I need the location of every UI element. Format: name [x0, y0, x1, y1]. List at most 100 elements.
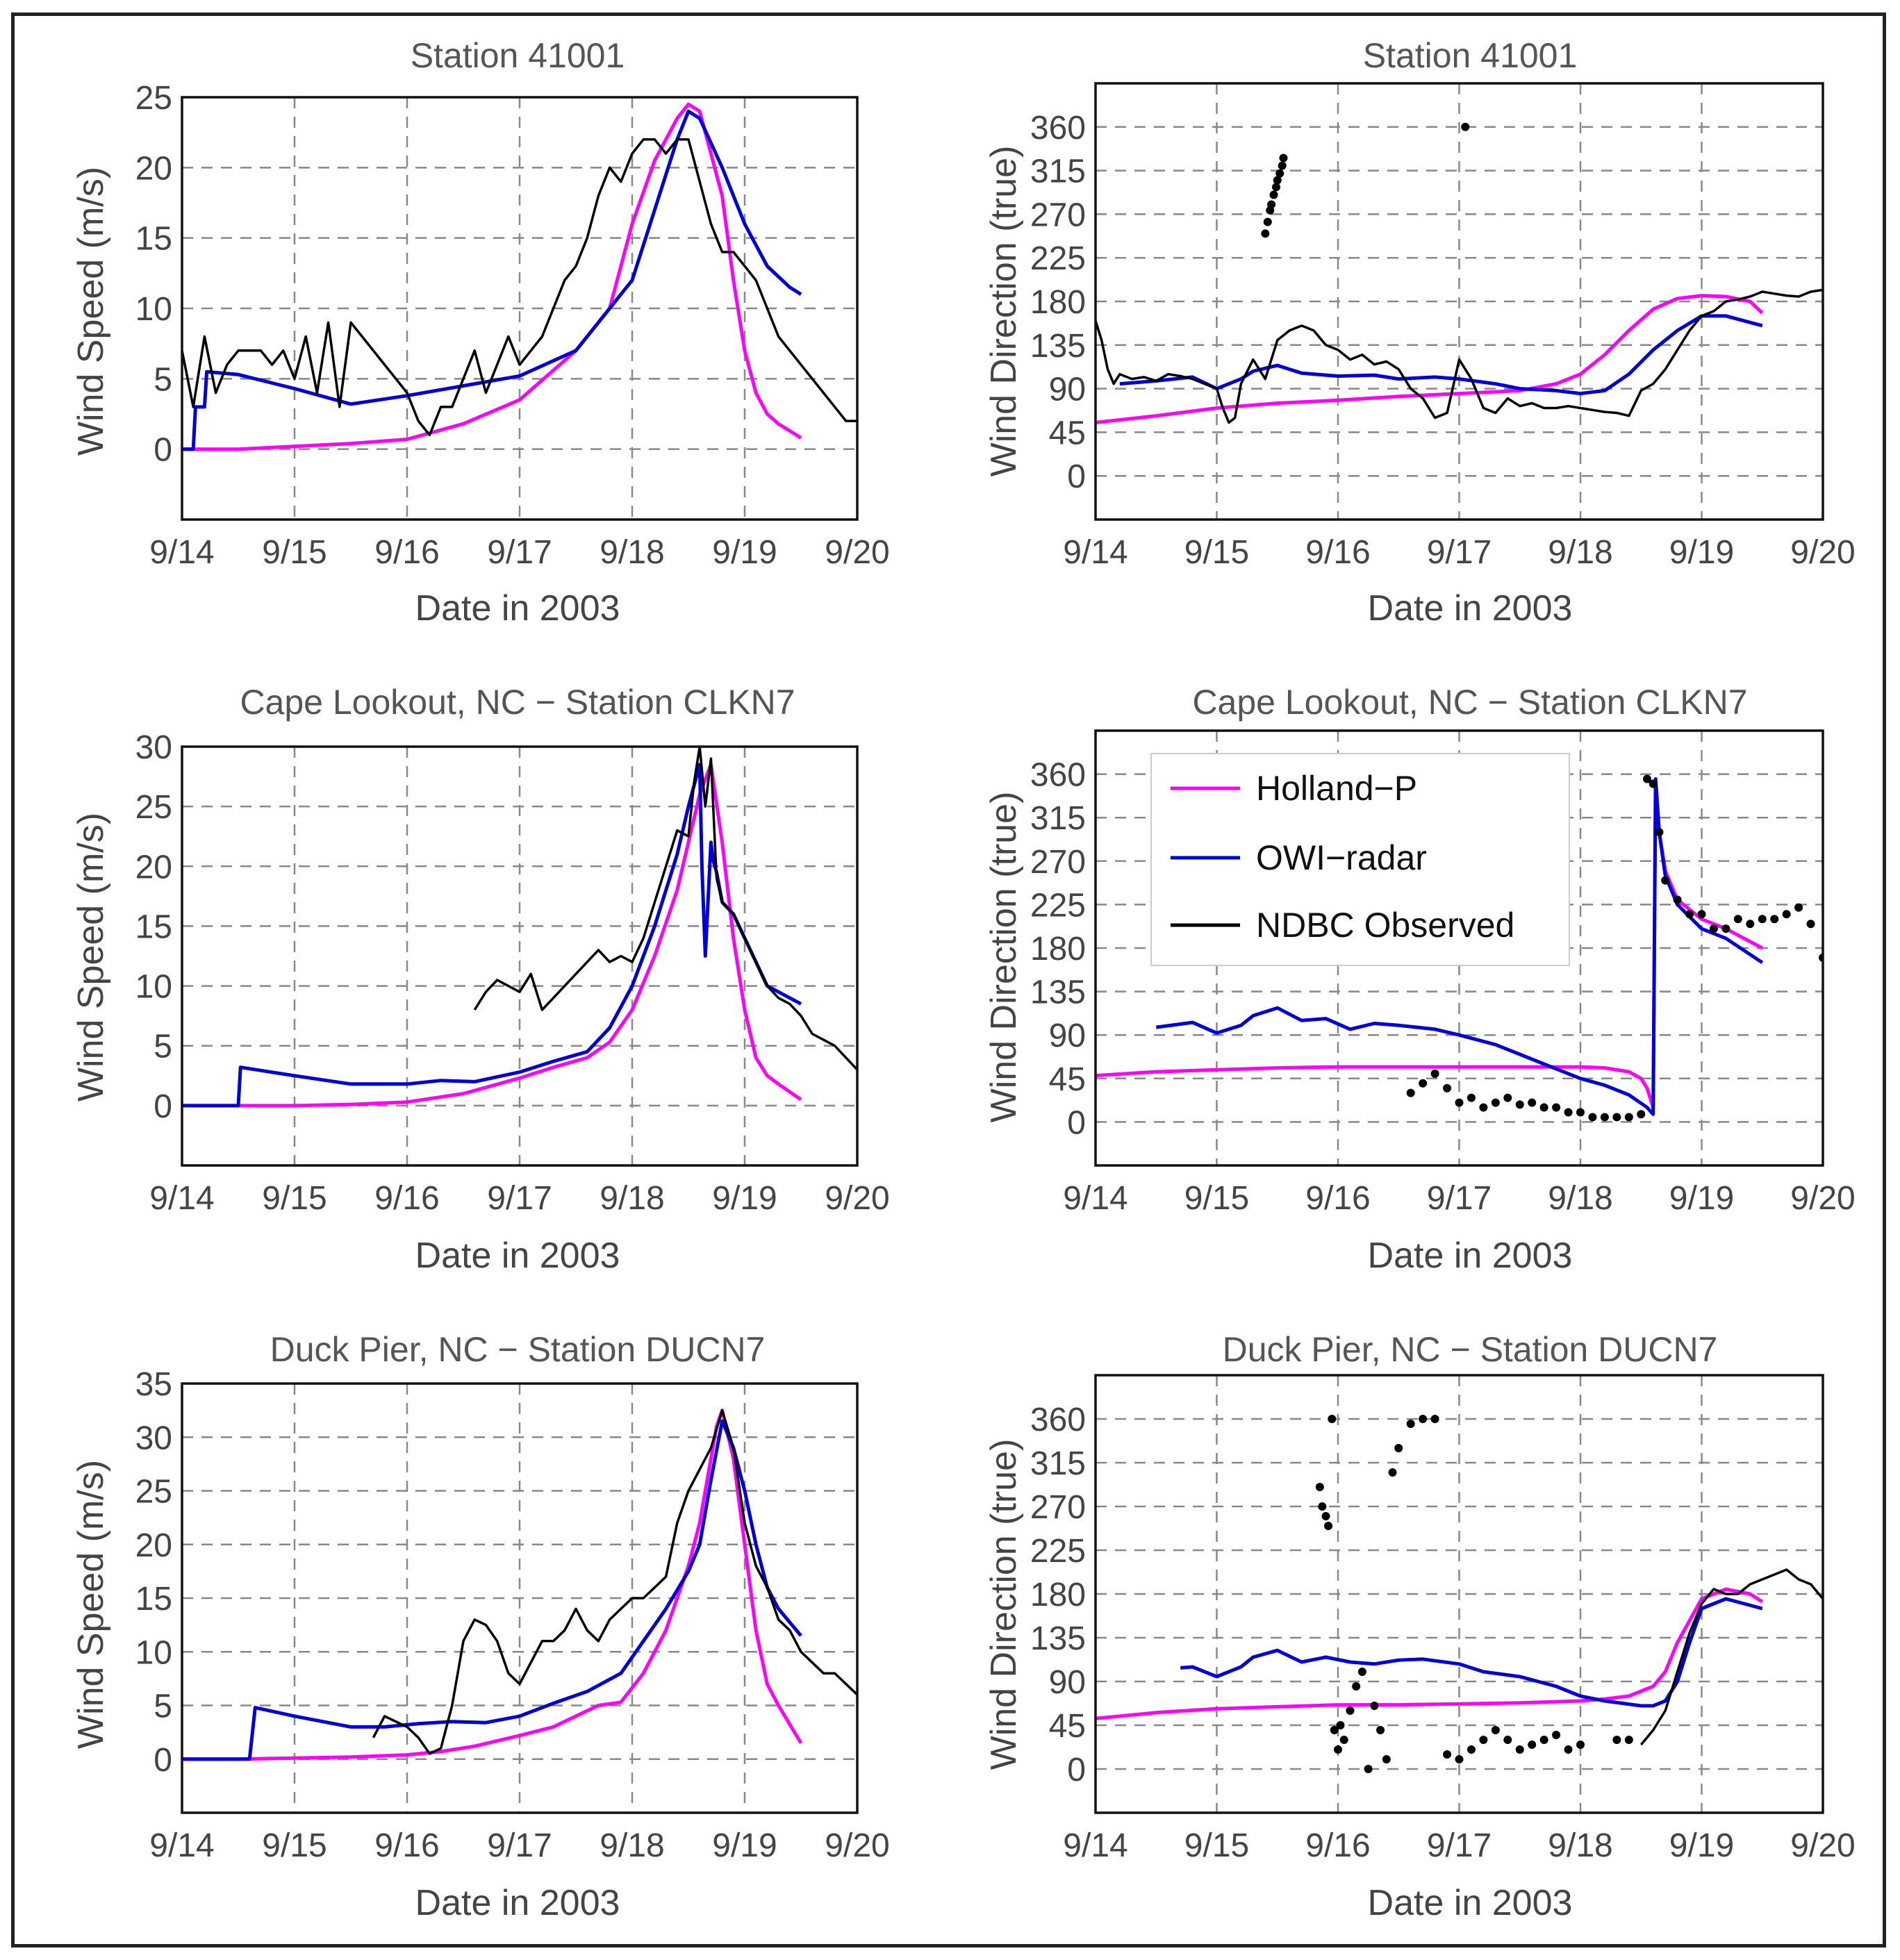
data-point-ndbc — [1261, 229, 1270, 238]
x-axis-label: Date in 2003 — [415, 588, 620, 629]
y-tick-label: 25 — [135, 789, 172, 826]
series-line-ndbc — [182, 138, 857, 437]
data-point-ndbc — [1479, 1736, 1488, 1744]
data-point-ndbc — [1515, 1745, 1524, 1754]
y-axis-label: Wind Speed (m/s) — [71, 1460, 111, 1749]
y-tick-label: 45 — [1049, 1061, 1086, 1098]
x-axis-label: Date in 2003 — [415, 1236, 620, 1276]
panel-wind-speed-clkn7: Cape Lookout, NC − Station CLKN7 Date in… — [71, 683, 890, 1276]
x-tick-label: 9/16 — [1305, 1180, 1370, 1217]
panel-title: Duck Pier, NC − Station DUCN7 — [1223, 1330, 1718, 1369]
x-tick-label: 9/20 — [1790, 1180, 1855, 1217]
x-tick-label: 9/14 — [149, 1180, 214, 1217]
legend-owi-label: OWI−radar — [1256, 838, 1427, 877]
data-point-ndbc — [1455, 1755, 1464, 1763]
data-point-ndbc — [1697, 910, 1706, 919]
y-tick-label: 35 — [135, 1366, 172, 1403]
data-point-ndbc — [1443, 1750, 1452, 1759]
x-tick-label: 9/18 — [1548, 1180, 1612, 1217]
data-point-ndbc — [1430, 1069, 1439, 1078]
plot-area-border — [181, 1382, 859, 1814]
series-line-ndbc — [1639, 1568, 1823, 1746]
x-tick-label: 9/18 — [1548, 534, 1612, 571]
series-line-owi — [1180, 1597, 1763, 1708]
y-tick-label: 135 — [1030, 974, 1086, 1011]
data-point-ndbc — [1479, 1103, 1488, 1112]
x-tick-label: 9/18 — [600, 1180, 664, 1217]
panel-title: Station 41001 — [1363, 36, 1578, 75]
data-point-ndbc — [1419, 1079, 1428, 1088]
y-tick-label: 135 — [1030, 328, 1086, 365]
data-point-ndbc — [1382, 1755, 1391, 1763]
x-tick-label: 9/14 — [149, 534, 214, 571]
panel-title: Cape Lookout, NC − Station CLKN7 — [1192, 683, 1747, 722]
x-tick-label: 9/17 — [1427, 1180, 1492, 1217]
data-point-ndbc — [1503, 1093, 1512, 1102]
data-point-ndbc — [1642, 774, 1651, 783]
data-point-ndbc — [1612, 1736, 1621, 1744]
y-tick-label: 360 — [1030, 110, 1086, 147]
legend-ndbc-label: NDBC Observed — [1256, 906, 1514, 945]
y-tick-label: 180 — [1030, 931, 1086, 967]
data-point-ndbc — [1624, 1736, 1633, 1744]
data-point-ndbc — [1733, 915, 1742, 924]
plot-area-border — [1094, 729, 1824, 1167]
y-axis-label: Wind Speed (m/s) — [71, 813, 111, 1102]
data-point-ndbc — [1419, 1415, 1428, 1423]
y-tick-label: 15 — [135, 908, 172, 945]
plot-area-border — [181, 96, 859, 521]
data-point-ndbc — [1770, 915, 1779, 924]
data-point-ndbc — [1467, 1745, 1476, 1754]
data-point-ndbc — [1318, 1502, 1327, 1511]
series-line-ndbc — [1096, 288, 1823, 424]
data-point-ndbc — [1661, 876, 1670, 885]
data-point-ndbc — [1336, 1721, 1345, 1729]
y-tick-label: 225 — [1030, 1533, 1086, 1570]
y-tick-label: 15 — [135, 1581, 172, 1618]
x-tick-label: 9/15 — [262, 534, 327, 571]
figure-frame — [11, 13, 1886, 1947]
x-tick-label: 9/16 — [374, 534, 439, 571]
x-tick-label: 9/18 — [600, 534, 664, 571]
x-axis-label: Date in 2003 — [1368, 588, 1573, 629]
data-point-ndbc — [1328, 1415, 1337, 1423]
legend: Holland−P OWI−radar NDBC Observed — [1150, 753, 1570, 966]
x-axis-label: Date in 2003 — [1368, 1236, 1573, 1276]
y-tick-label: 225 — [1030, 240, 1086, 277]
data-point-ndbc — [1721, 924, 1730, 933]
data-point-ndbc — [1278, 161, 1287, 170]
y-tick-label: 315 — [1030, 153, 1086, 190]
data-point-ndbc — [1315, 1483, 1324, 1491]
x-tick-label: 9/17 — [487, 1180, 552, 1217]
x-axis-label: Date in 2003 — [415, 1883, 620, 1923]
y-tick-label: 360 — [1030, 757, 1086, 794]
x-tick-label: 9/16 — [374, 1180, 439, 1217]
data-point-ndbc — [1528, 1741, 1537, 1749]
data-point-ndbc — [1455, 1098, 1464, 1107]
x-tick-label: 9/20 — [1790, 1827, 1855, 1864]
y-tick-label: 5 — [154, 361, 172, 398]
data-point-ndbc — [1352, 1682, 1361, 1691]
y-tick-label: 0 — [154, 1088, 172, 1125]
data-point-ndbc — [1539, 1103, 1548, 1112]
series-line-ndbc — [473, 747, 857, 1071]
y-tick-label: 270 — [1030, 1489, 1086, 1526]
data-point-ndbc — [1339, 1736, 1348, 1744]
y-tick-label: 0 — [154, 432, 172, 469]
panel-wind-direction-41001: Station 41001 Date in 2003 Wind Directio… — [984, 36, 1856, 629]
x-tick-label: 9/19 — [712, 534, 777, 571]
data-point-ndbc — [1443, 1083, 1452, 1093]
x-tick-label: 9/17 — [1427, 534, 1492, 571]
data-point-ndbc — [1273, 176, 1282, 185]
series-line-owi — [182, 1419, 802, 1761]
data-point-ndbc — [1637, 1110, 1646, 1119]
data-point-ndbc — [1406, 1420, 1415, 1428]
plot-area-border — [181, 745, 859, 1167]
y-tick-label: 180 — [1030, 284, 1086, 321]
legend-holland-label: Holland−P — [1256, 769, 1417, 808]
data-point-ndbc — [1330, 1726, 1339, 1734]
data-point-ndbc — [1576, 1741, 1585, 1749]
data-point-ndbc — [1430, 1415, 1439, 1423]
x-tick-label: 9/15 — [1184, 534, 1249, 571]
y-tick-label: 90 — [1049, 372, 1086, 408]
